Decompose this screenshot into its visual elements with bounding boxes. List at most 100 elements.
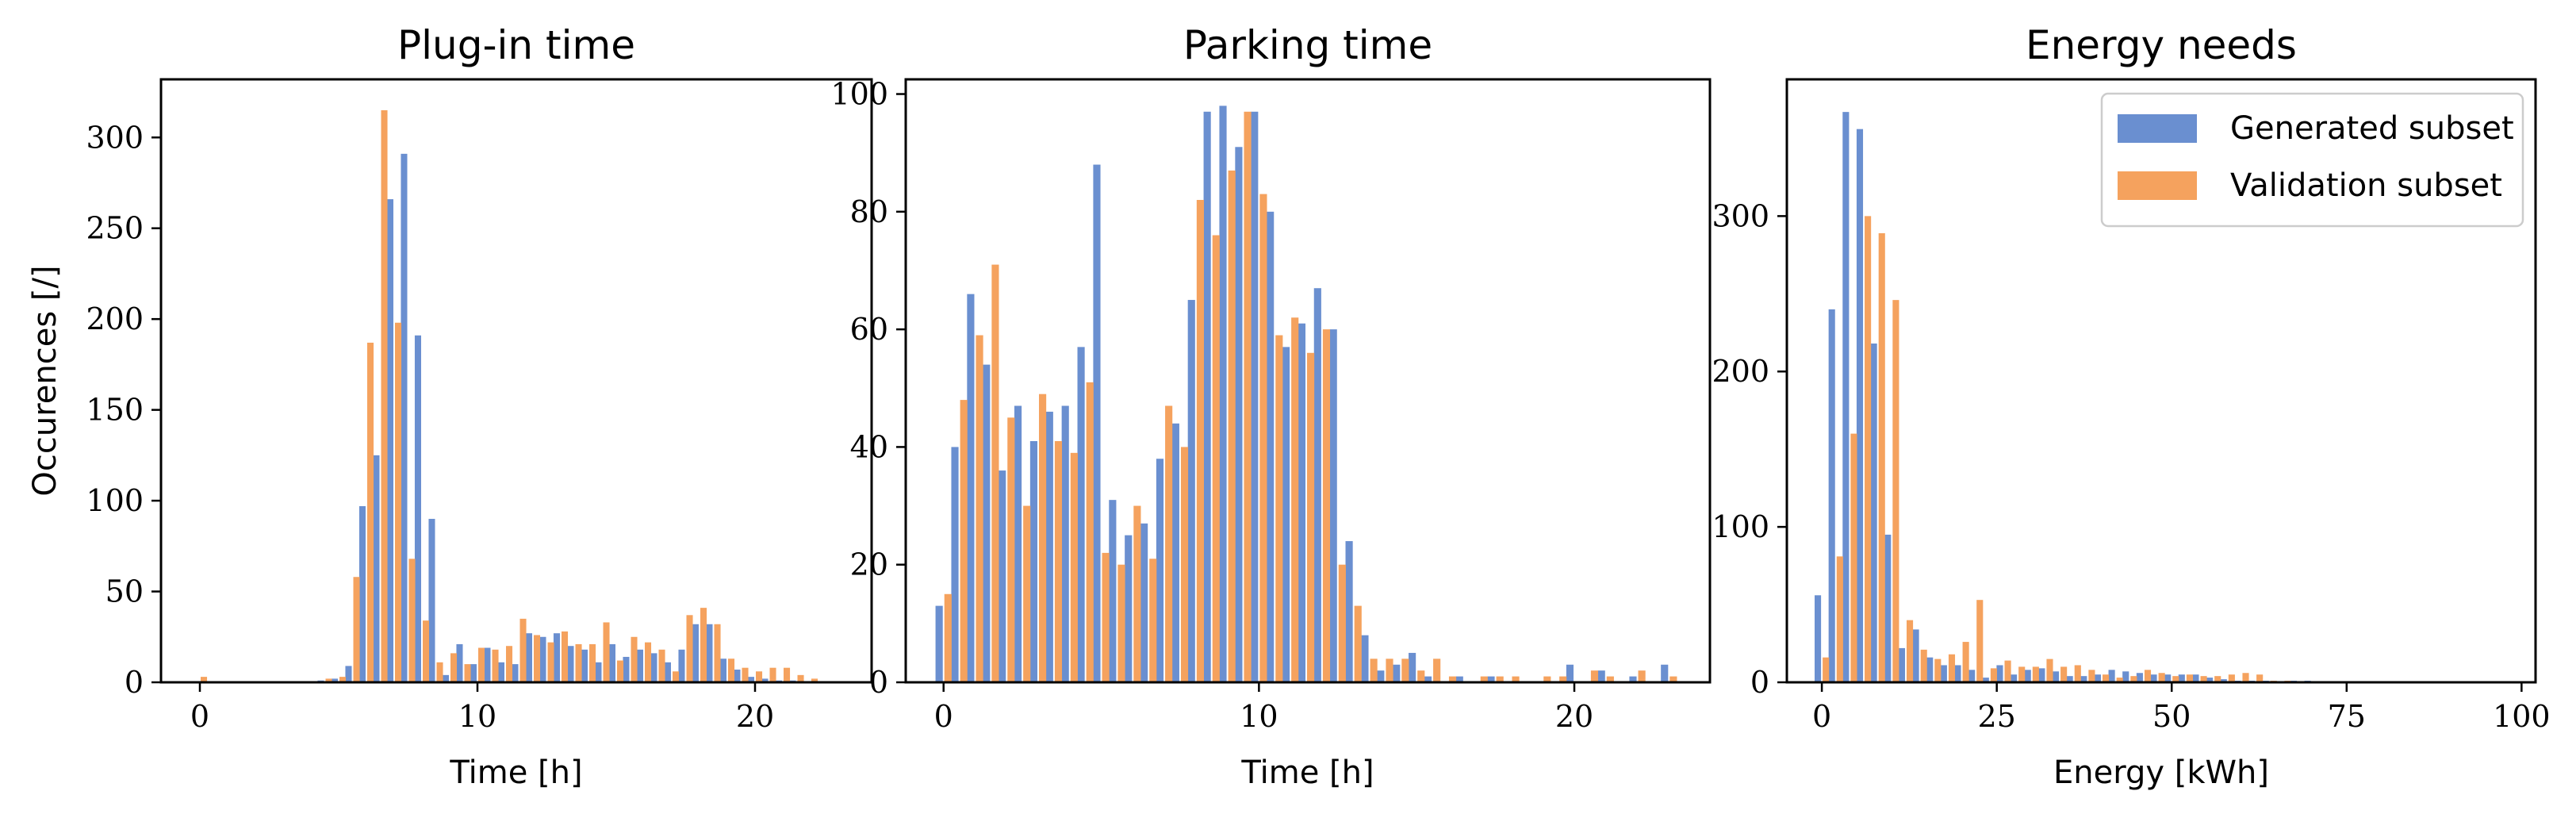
bar [358, 505, 366, 682]
bar [1968, 670, 1976, 682]
bar [1345, 541, 1353, 682]
bar [658, 649, 665, 682]
bar [1815, 595, 1822, 682]
bar [2228, 674, 2235, 682]
bar [1338, 564, 1346, 682]
bar [381, 109, 388, 683]
bar [1996, 665, 2003, 682]
bar [1661, 664, 1669, 682]
bar [673, 671, 680, 682]
legend-swatch [2118, 114, 2197, 143]
bar [1196, 200, 1204, 682]
bar [1140, 523, 1148, 682]
bar [1275, 335, 1283, 682]
bar [428, 518, 435, 682]
bar [1228, 170, 1236, 682]
bar [1259, 194, 1267, 683]
bar [1926, 657, 1934, 682]
bar [1007, 417, 1015, 682]
bar [512, 664, 519, 682]
bar [2178, 674, 2185, 682]
bar [2122, 671, 2129, 682]
bar [1244, 111, 1252, 682]
bar [401, 153, 408, 683]
bar [1401, 658, 1409, 682]
bar [608, 643, 615, 682]
bar [492, 649, 499, 682]
y-tick-label: 20 [850, 547, 888, 582]
bar [1898, 647, 1905, 682]
bar [497, 662, 504, 682]
bar [1836, 556, 1843, 682]
y-tick-label: 40 [850, 429, 888, 464]
bar [1282, 347, 1290, 682]
bar [464, 664, 471, 682]
bar [2088, 670, 2095, 682]
x-tick-label: 75 [2328, 699, 2366, 734]
bar [650, 653, 657, 682]
bar [2186, 674, 2193, 682]
x-tick-label: 10 [458, 699, 496, 734]
bar [1842, 112, 1850, 682]
bar [325, 678, 332, 682]
bar [1149, 559, 1157, 682]
chart-title: Plug-in time [397, 22, 635, 68]
x-tick-label: 10 [1240, 699, 1278, 734]
bar [728, 658, 735, 682]
bar [2074, 665, 2081, 682]
bar [1962, 642, 1969, 682]
bar [589, 643, 596, 682]
bar [1054, 441, 1063, 682]
bar [944, 593, 952, 682]
bar [1061, 405, 1069, 682]
bar [1313, 288, 1321, 682]
bar [1920, 649, 1927, 682]
bar [201, 677, 208, 682]
bar [436, 662, 443, 682]
bar [478, 647, 485, 682]
bar [784, 667, 791, 682]
bar [2150, 674, 2157, 682]
bar [1077, 347, 1085, 682]
bar [991, 264, 999, 682]
y-tick-label: 250 [86, 211, 144, 246]
bar [2206, 678, 2214, 682]
bar [1212, 235, 1220, 682]
bar [999, 470, 1006, 682]
bar [742, 667, 749, 682]
bar [636, 649, 643, 682]
bar [386, 199, 393, 682]
bar [345, 666, 352, 682]
legend-label: Validation subset [2230, 167, 2502, 204]
bar [761, 678, 769, 682]
bar [2192, 674, 2199, 682]
bar [2018, 666, 2026, 682]
bar [2080, 676, 2087, 682]
bar [339, 677, 347, 682]
bar [2046, 658, 2053, 682]
bar [1433, 658, 1441, 682]
bar [1109, 500, 1117, 682]
bar [631, 636, 638, 682]
series-validation [1823, 216, 2291, 682]
bar [1180, 447, 1189, 682]
bar [1023, 505, 1031, 682]
bar [1386, 658, 1393, 682]
bar [756, 671, 763, 682]
y-tick-label: 0 [869, 665, 888, 700]
axes-frame [1785, 78, 2537, 684]
bar [1982, 678, 1989, 682]
bar [2024, 670, 2031, 682]
x-tick-label: 20 [1555, 699, 1593, 734]
bar [2038, 668, 2045, 682]
series-generated [935, 106, 1669, 683]
y-tick-label: 150 [86, 393, 144, 428]
bar [1267, 211, 1275, 683]
legend: Generated subset Validation subset [2100, 92, 2524, 228]
legend-box [2100, 92, 2524, 228]
bar [395, 322, 402, 682]
bar [470, 664, 477, 682]
series-validation [201, 109, 818, 683]
